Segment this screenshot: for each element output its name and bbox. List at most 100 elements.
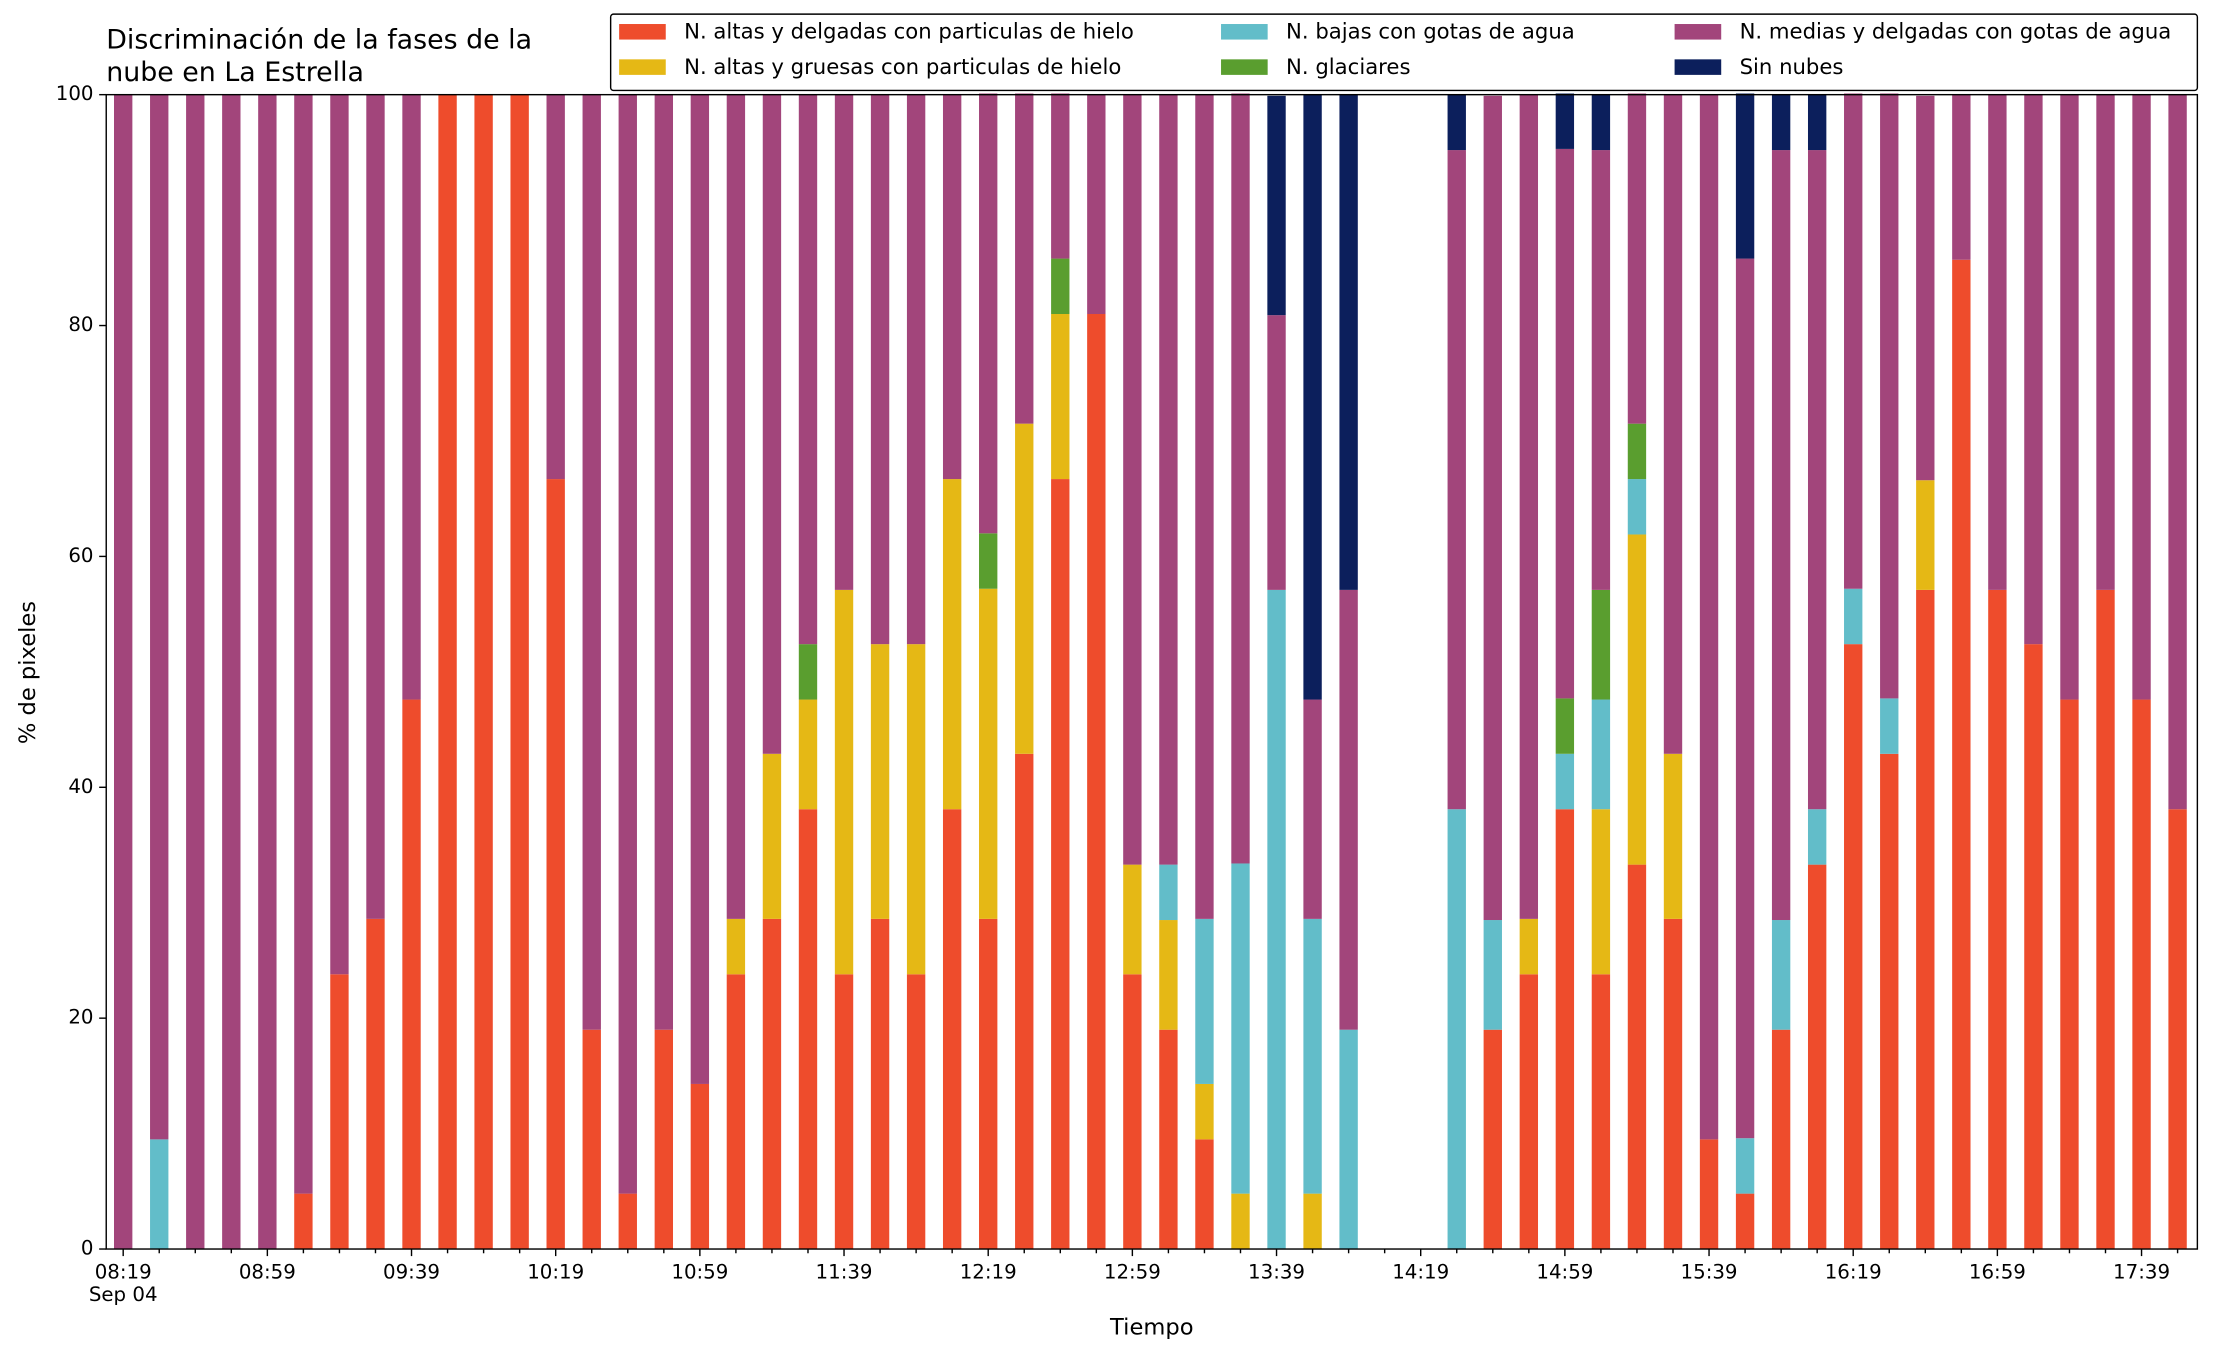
bar-segment [1195, 94, 1214, 919]
bar-segment [798, 699, 818, 810]
legend-swatch [619, 24, 666, 40]
bar-segment [979, 918, 998, 1250]
bar-segment [1087, 313, 1106, 1250]
x-tick-label: 12:19 [960, 1261, 1017, 1284]
bar-segment [726, 918, 746, 975]
bar-segment [1555, 809, 1575, 1250]
bar-segment [1591, 150, 1611, 590]
bar-segment [1771, 150, 1791, 921]
bar-segment [1303, 918, 1322, 1194]
bar-segment [1807, 864, 1827, 1250]
bar-segment [2168, 809, 2187, 1250]
bar-segment [1735, 1138, 1755, 1194]
bar-segment [834, 974, 854, 1250]
bar-segment [762, 753, 782, 919]
bar-segment [762, 918, 782, 1250]
bar-segment [870, 94, 890, 645]
x-tick-label: 13:39 [1248, 1261, 1305, 1284]
bar-segment [798, 809, 818, 1250]
bar-segment [906, 974, 926, 1250]
bar-segment [1015, 93, 1034, 424]
bar-segment [1051, 313, 1070, 480]
bar-segment [1844, 93, 1863, 589]
bar-segment [1880, 93, 1899, 699]
bar-segment [906, 94, 926, 645]
bar-segment [114, 94, 133, 1250]
x-tick-label: 15:39 [1681, 1261, 1738, 1284]
legend-box [609, 13, 2199, 92]
bar-segment [2132, 699, 2151, 1250]
bar-segment [1880, 753, 1899, 1250]
y-tick-label: 100 [56, 82, 94, 105]
bar-segment [798, 644, 818, 700]
bar-segment [1952, 259, 1971, 1250]
bar-segment [1591, 94, 1611, 151]
y-axis-label: % de pixeles [15, 601, 41, 744]
bar-segment [1807, 150, 1827, 810]
bar-segment [1195, 918, 1214, 1084]
bar-segment [1807, 94, 1827, 151]
legend-swatch [619, 59, 666, 75]
bar-segment [1880, 698, 1899, 754]
bar-segment [1555, 753, 1575, 810]
bar-segment [942, 809, 962, 1250]
bar-segment [1844, 588, 1863, 645]
bar-segment [870, 644, 890, 919]
bar-segment [474, 94, 493, 1250]
bar-segment [1988, 589, 2007, 1250]
bar-segment [1555, 93, 1575, 149]
bar-segment [834, 94, 854, 590]
bar-segment [1267, 315, 1286, 590]
chart-title: Discriminación de la fases de la [106, 24, 532, 55]
bar-segment [2024, 94, 2043, 645]
x-axis-label: Tiempo [1109, 1315, 1193, 1341]
x-tick-label: 11:39 [816, 1261, 873, 1284]
y-tick-label: 80 [68, 313, 93, 336]
x-tick-label: 10:19 [527, 1261, 584, 1284]
bar-segment [1519, 94, 1539, 919]
bar-segment [582, 94, 601, 1030]
bar-segment [1519, 974, 1539, 1250]
bar-segment [1735, 258, 1755, 1139]
bar-segment [366, 94, 385, 919]
bar-segment [2168, 94, 2187, 810]
bar-segment [1339, 94, 1358, 590]
y-tick-label: 40 [68, 775, 93, 798]
x-tick-label: 16:19 [1825, 1261, 1882, 1284]
bar-segment [942, 479, 962, 810]
bar-segment [2024, 644, 2043, 1250]
bar-segment [1663, 918, 1683, 1250]
bar-segment [762, 94, 782, 754]
bar-segment [1591, 589, 1611, 700]
x-tick-label: 14:59 [1536, 1261, 1593, 1284]
bar-segment [1339, 1029, 1358, 1250]
legend-label: N. altas y gruesas con particulas de hie… [684, 54, 1121, 79]
bar-segment [1988, 94, 2007, 590]
bar-segment [1699, 94, 1719, 1140]
legend-swatch [1674, 59, 1722, 75]
bar-segment [2060, 94, 2079, 700]
bar-segment [438, 94, 457, 1250]
legend-swatch [1221, 24, 1268, 40]
bar-segment [1159, 920, 1178, 1030]
bar-segment [330, 94, 349, 975]
x-tick-sublabel: Sep 04 [89, 1283, 158, 1306]
bar-segment [1555, 148, 1575, 699]
bar-segment [186, 94, 205, 1250]
bar-segment [1627, 479, 1647, 535]
bar-segment [402, 94, 421, 700]
bar-segment [1591, 809, 1611, 975]
bar-segment [690, 94, 710, 1084]
bar-segment [402, 699, 421, 1250]
bar-segment [726, 974, 746, 1250]
bar-segment [979, 533, 998, 589]
bar-segment [1123, 864, 1142, 975]
bar-segment [258, 94, 277, 1250]
bar-segment [654, 94, 674, 1030]
bar-segment [1771, 94, 1791, 151]
bar-segment [1483, 95, 1502, 921]
bar-segment [1303, 699, 1322, 919]
bar-segment [1807, 809, 1827, 865]
bar-segment [1051, 258, 1070, 314]
